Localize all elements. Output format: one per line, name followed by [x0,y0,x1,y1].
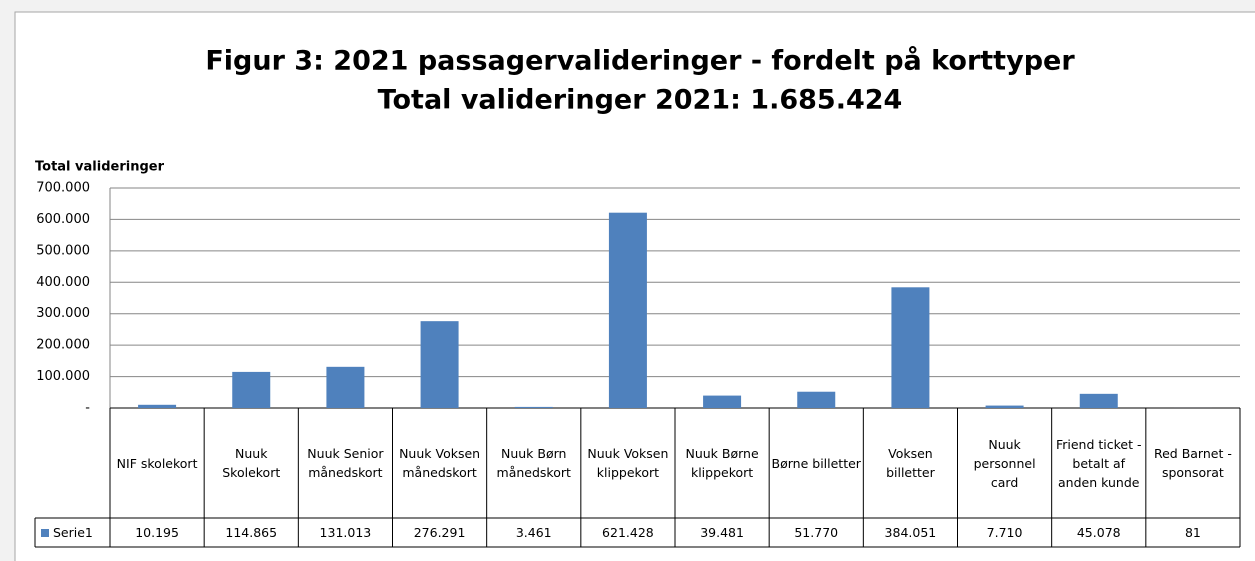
x-tick-label: Friend ticket - betalt af anden kunde [1055,436,1142,490]
x-tick-label: Nuuk Børn månedskort [496,446,571,480]
bar [985,405,1024,408]
bar [1079,393,1118,408]
bar [797,391,836,408]
value-label: 276.291 [413,525,466,540]
value-label: 10.195 [135,525,179,540]
x-tick-label: Børne billetter [771,455,861,471]
y-tick-label: 400.000 [36,275,90,290]
y-tick-label: 700.000 [36,181,90,196]
y-tick-label: 500.000 [36,243,90,258]
x-tick-label: Nuuk Voksen klippekort [587,446,669,480]
value-label: 384.051 [884,525,937,540]
x-tick-label: Red Barnet - sponsorat [1153,446,1232,480]
bar [420,321,459,408]
legend-entry: Serie1 [35,518,110,547]
bar [138,404,177,408]
x-tick-label: Nuuk personnel card [973,436,1036,490]
value-label: 81 [1184,525,1201,540]
bar [703,395,742,408]
bar [326,366,365,408]
value-label: 621.428 [602,525,654,540]
y-tick-label: - [85,401,90,416]
y-tick-label: 300.000 [36,306,90,321]
x-tick-label: Nuuk Senior månedskort [307,446,384,480]
value-label: 3.461 [515,525,552,540]
chart-title: Figur 3: 2021 passagervalideringer - for… [205,45,1075,77]
bar [232,371,271,408]
bar [514,406,553,408]
value-label: 51.770 [794,525,839,540]
bar [891,287,930,408]
value-label: 114.865 [225,525,278,540]
y-tick-label: 100.000 [36,369,90,384]
value-label: 45.078 [1076,525,1121,540]
value-label: 131.013 [319,525,372,540]
legend-swatch [41,528,49,537]
chart-subtitle: Total valideringer 2021: 1.685.424 [378,85,903,116]
y-tick-label: 600.000 [36,212,90,227]
x-tick-label: Nuuk Børne klippekort [685,446,759,480]
value-label: 7.710 [986,525,1023,540]
x-tick-label: Voksen billetter [886,446,935,480]
x-tick-label: NIF skolekort [116,455,198,471]
x-tick-label: Nuuk Skolekort [222,446,281,480]
legend-label: Serie1 [53,525,93,540]
y-tick-label: 200.000 [36,338,90,353]
bar [608,212,647,408]
y-axis-label: Total valideringer [35,160,165,175]
value-label: 39.481 [700,525,744,540]
x-tick-label: Nuuk Voksen månedskort [399,446,481,480]
